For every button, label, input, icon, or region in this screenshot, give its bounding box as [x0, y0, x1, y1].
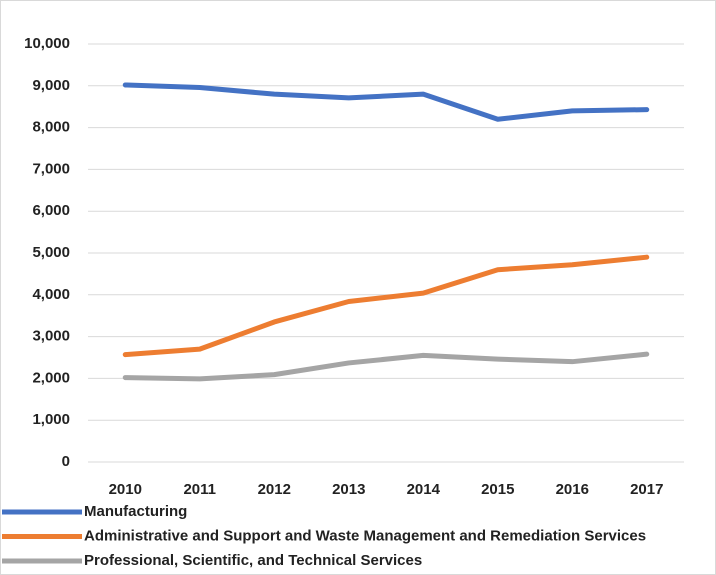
- x-tick-label: 2015: [481, 481, 514, 498]
- y-tick-label: 6,000: [32, 202, 70, 219]
- legend-label: Manufacturing: [84, 503, 187, 520]
- y-tick-label: 8,000: [32, 119, 70, 136]
- series-line: [122, 82, 650, 122]
- y-tick-label: 4,000: [32, 286, 70, 303]
- legend-label: Professional, Scientific, and Technical …: [84, 552, 422, 569]
- y-tick-label: 9,000: [32, 77, 70, 94]
- x-tick-label: 2017: [630, 481, 663, 498]
- x-tick-label: 2011: [183, 481, 216, 498]
- y-tick-label: 2,000: [32, 369, 70, 386]
- y-tick-label: 10,000: [24, 35, 70, 52]
- y-tick-label: 3,000: [32, 328, 70, 345]
- y-tick-label: 1,000: [32, 411, 70, 428]
- legend-label: Administrative and Support and Waste Man…: [84, 527, 646, 544]
- y-tick-label: 7,000: [32, 160, 70, 177]
- x-tick-label: 2010: [109, 481, 142, 498]
- x-tick-label: 2013: [332, 481, 365, 498]
- x-tick-label: 2014: [407, 481, 441, 498]
- series-line: [122, 254, 650, 358]
- series-line: [122, 351, 650, 382]
- x-tick-label: 2016: [556, 481, 589, 498]
- x-tick-label: 2012: [258, 481, 291, 498]
- y-tick-label: 0: [62, 453, 70, 470]
- y-tick-label: 5,000: [32, 244, 70, 261]
